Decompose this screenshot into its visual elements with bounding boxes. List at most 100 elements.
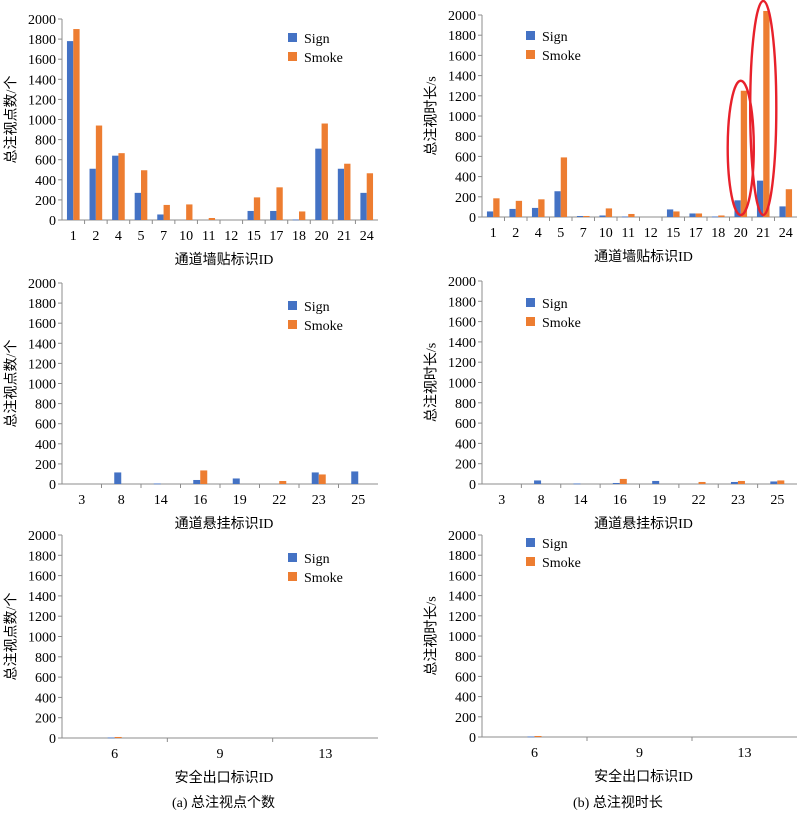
a-1-bar-sign	[157, 214, 164, 220]
a-3-y-tick-label: 1000	[28, 631, 56, 646]
caption-b: (b) 总注视时长	[573, 796, 663, 811]
b-1-bar-smoke	[583, 215, 590, 217]
a-1-bar-sign	[315, 148, 322, 220]
a-1-bar-smoke	[366, 173, 374, 220]
a-2-legend-swatch-smoke	[288, 320, 297, 329]
a-2-x-axis-title: 通道悬挂标识ID	[175, 516, 274, 532]
a-1-bar-sign	[360, 192, 367, 220]
a-1-legend-swatch-sign	[288, 33, 297, 42]
b-2-y-tick-label: 0	[469, 478, 476, 493]
b-3-legend-label-sign: Sign	[542, 537, 568, 552]
a-2-y-tick-label: 200	[35, 458, 56, 473]
a-1-bar-smoke	[186, 204, 193, 220]
a-2-x-tick-label: 22	[272, 493, 286, 508]
b-3-y-tick-label: 1600	[448, 569, 476, 584]
a-1-x-tick-label: 5	[138, 229, 145, 244]
b-1-bar-sign	[576, 215, 584, 217]
a-2-x-tick-label: 14	[154, 493, 168, 508]
b-2-y-tick-label: 400	[455, 437, 476, 452]
b-1-y-tick-label: 1600	[448, 49, 476, 64]
a-1-bar-smoke	[163, 204, 170, 220]
a-1-y-tick-label: 1600	[28, 53, 56, 68]
a-2-y-tick-label: 1800	[28, 297, 56, 312]
a-2-y-tick-label: 0	[49, 478, 56, 493]
b-3-y-tick-label: 400	[455, 691, 476, 706]
b-1-x-tick-label: 21	[756, 226, 770, 241]
b-1-bar-smoke	[740, 90, 748, 217]
b-1-y-tick-label: 1800	[448, 29, 476, 44]
b-1-x-tick-label: 17	[689, 226, 703, 241]
b-2-legend-label-sign: Sign	[542, 297, 568, 312]
b-1-x-tick-label: 1	[490, 226, 497, 241]
b-1-bar-sign	[779, 206, 786, 217]
b-1-bar-smoke	[560, 157, 568, 217]
b-2-x-tick-label: 19	[652, 493, 666, 508]
b-2-legend-label-smoke: Smoke	[542, 316, 581, 331]
a-3-x-axis-title: 安全出口标识ID	[175, 769, 274, 786]
b-1-bar-smoke	[538, 199, 545, 217]
b-3-x-tick-label: 9	[636, 746, 643, 761]
a-1-x-tick-label: 7	[160, 229, 167, 244]
b-3-y-tick-label: 0	[469, 731, 476, 746]
a-1-y-tick-label: 1000	[28, 114, 56, 129]
a-2-y-axis-title: 总注视点数/个	[4, 340, 20, 428]
a-3-y-tick-label: 1600	[28, 570, 56, 585]
a-3-bar-smoke	[114, 736, 122, 738]
b-1-x-tick-label: 12	[644, 226, 658, 241]
b-3-y-tick-label: 2000	[448, 529, 476, 544]
a-1-x-tick-label: 17	[269, 229, 283, 244]
a-3-y-tick-label: 1200	[28, 610, 56, 625]
b-2-y-tick-label: 600	[455, 417, 476, 432]
b-1-y-axis-title: 总注视时长/s	[424, 76, 440, 155]
a-1-bar-smoke	[321, 123, 328, 220]
a-2-y-tick-label: 600	[35, 418, 56, 433]
b-3-x-tick-label: 13	[738, 746, 752, 761]
b-1-y-tick-label: 0	[469, 211, 476, 226]
a-1-bar-smoke	[344, 163, 351, 220]
b-1-bar-sign	[734, 200, 741, 217]
a-3-legend-swatch-sign	[288, 553, 297, 562]
a-3-legend-label-smoke: Smoke	[304, 571, 343, 586]
a-1-bar-sign	[292, 219, 299, 221]
a-1-y-tick-label: 2000	[28, 13, 56, 28]
a-1-x-tick-label: 20	[315, 229, 329, 244]
caption-a: (a) 总注视点个数	[172, 796, 276, 811]
a-1-bar-sign	[89, 168, 96, 220]
b-1-legend-swatch-smoke	[526, 50, 535, 59]
a-1-legend-label-sign: Sign	[304, 32, 330, 47]
a-1-y-tick-label: 600	[35, 154, 56, 169]
b-1-x-tick-label: 24	[779, 226, 793, 241]
a-1-y-tick-label: 800	[35, 134, 56, 149]
b-2-y-tick-label: 2000	[448, 275, 476, 290]
b-2-y-tick-label: 800	[455, 397, 476, 412]
b-2-bar-smoke	[619, 478, 627, 484]
b-1-x-tick-label: 10	[599, 226, 613, 241]
a-3-x-tick-label: 13	[318, 747, 332, 762]
b-1-bar-smoke	[763, 10, 770, 217]
a-3-y-tick-label: 0	[49, 732, 56, 747]
b-3-x-axis-title: 安全出口标识ID	[594, 768, 693, 785]
b-1-legend-label-sign: Sign	[542, 30, 568, 45]
a-1-bar-sign	[134, 192, 141, 220]
a-1-bar-sign	[112, 155, 119, 220]
a-1-y-tick-label: 200	[35, 194, 56, 209]
b-2-y-tick-label: 1200	[448, 356, 476, 371]
b-1-x-tick-label: 18	[711, 226, 725, 241]
a-3-y-tick-label: 200	[35, 712, 56, 727]
b-2-bar-sign	[730, 481, 738, 484]
a-2-bar-smoke	[318, 474, 326, 484]
b-1-y-tick-label: 2000	[448, 9, 476, 24]
b-1-bar-sign	[486, 211, 494, 217]
b-2-y-axis-title: 总注视时长/s	[424, 343, 440, 422]
a-2-bar-sign	[311, 472, 319, 484]
b-3-bar-smoke	[534, 735, 542, 737]
b-1-bar-sign	[509, 208, 516, 217]
a-3-y-tick-label: 800	[35, 651, 56, 666]
b-1-bar-sign	[554, 191, 561, 217]
a-3-legend-label-sign: Sign	[304, 552, 330, 567]
b-1-bar-smoke	[673, 211, 680, 217]
a-1-y-tick-label: 1400	[28, 73, 56, 88]
a-1-bar-smoke	[141, 170, 148, 220]
a-1-bar-smoke	[73, 29, 80, 220]
